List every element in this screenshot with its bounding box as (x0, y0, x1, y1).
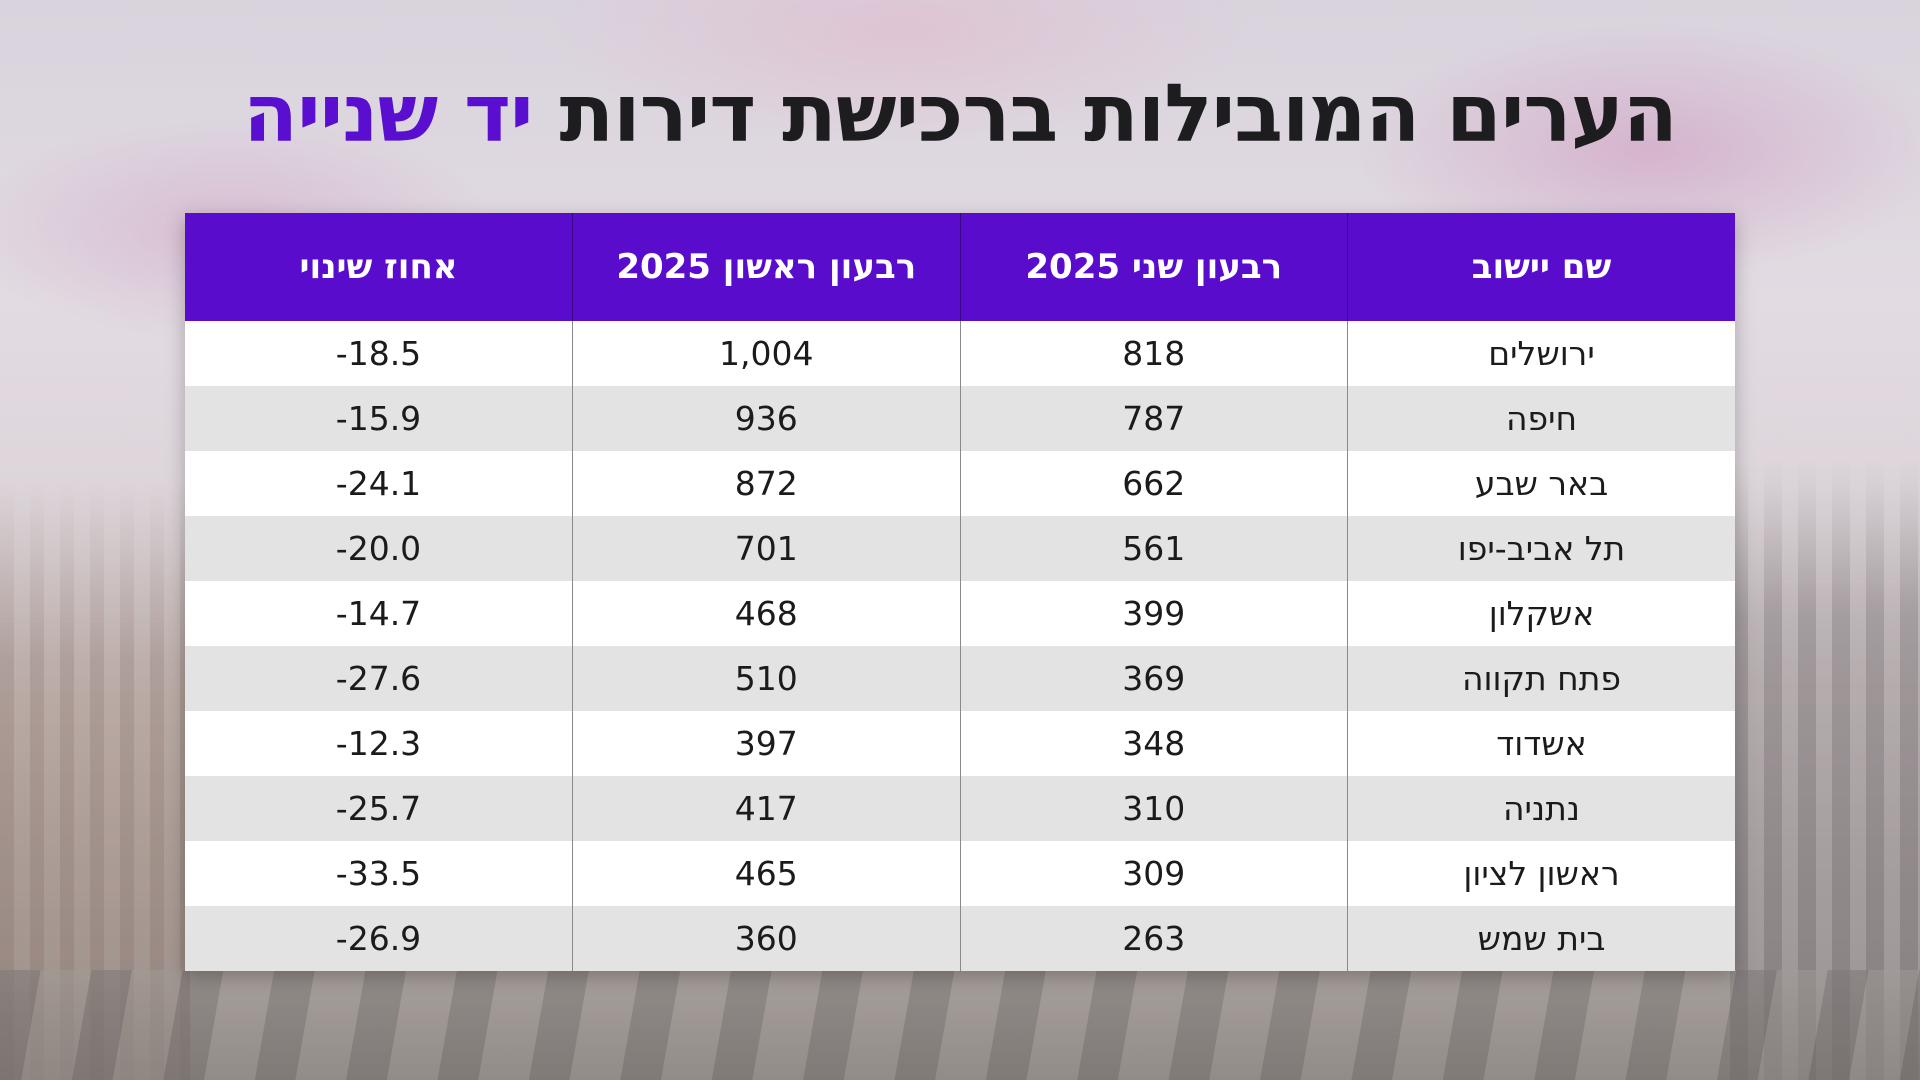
table-row: באר שבע 662 872 -24.1 (185, 451, 1735, 516)
table-header-row: שם יישוב רבעון שני 2025 רבעון ראשון 2025… (185, 213, 1735, 321)
data-table: שם יישוב רבעון שני 2025 רבעון ראשון 2025… (185, 213, 1735, 971)
cell-change: -20.0 (185, 516, 573, 581)
table-row: ירושלים 818 1,004 -18.5 (185, 321, 1735, 386)
title-main: הערים המובילות ברכישת דירות (559, 67, 1677, 160)
page-title: הערים המובילות ברכישת דירות יד שנייה (0, 66, 1920, 162)
table-row: בית שמש 263 360 -26.9 (185, 906, 1735, 971)
cell-q1: 936 (572, 386, 960, 451)
cell-q1: 701 (572, 516, 960, 581)
cell-change: -33.5 (185, 841, 573, 906)
cell-q2: 310 (959, 776, 1348, 841)
cell-q1: 360 (572, 906, 960, 971)
column-header-city: שם יישוב (1347, 213, 1735, 321)
cell-q2: 348 (959, 711, 1348, 776)
cell-change: -15.9 (185, 386, 573, 451)
table-row: פתח תקווה 369 510 -27.6 (185, 646, 1735, 711)
column-header-q1: רבעון ראשון 2025 (572, 213, 960, 321)
cell-change: -27.6 (185, 646, 573, 711)
data-table-container: שם יישוב רבעון שני 2025 רבעון ראשון 2025… (185, 213, 1735, 971)
cell-city: פתח תקווה (1347, 646, 1735, 711)
cell-q2: 818 (959, 321, 1348, 386)
column-header-change: אחוז שינוי (185, 213, 573, 321)
cell-city: בית שמש (1347, 906, 1735, 971)
cell-q2: 399 (959, 581, 1348, 646)
cell-city: אשקלון (1347, 581, 1735, 646)
cell-q2: 263 (959, 906, 1348, 971)
cell-city: תל אביב-יפו (1347, 516, 1735, 581)
cell-q2: 369 (959, 646, 1348, 711)
table-row: נתניה 310 417 -25.7 (185, 776, 1735, 841)
cell-change: -12.3 (185, 711, 573, 776)
cell-q1: 872 (572, 451, 960, 516)
cell-q1: 417 (572, 776, 960, 841)
cell-city: באר שבע (1347, 451, 1735, 516)
title-accent: יד שנייה (243, 67, 533, 160)
cell-q1: 1,004 (572, 321, 960, 386)
table-header: שם יישוב רבעון שני 2025 רבעון ראשון 2025… (185, 213, 1735, 321)
cell-change: -14.7 (185, 581, 573, 646)
cell-city: אשדוד (1347, 711, 1735, 776)
table-row: אשקלון 399 468 -14.7 (185, 581, 1735, 646)
cell-q2: 662 (959, 451, 1348, 516)
cell-change: -25.7 (185, 776, 573, 841)
table-row: חיפה 787 936 -15.9 (185, 386, 1735, 451)
cell-q1: 397 (572, 711, 960, 776)
cell-city: ירושלים (1347, 321, 1735, 386)
cell-q1: 510 (572, 646, 960, 711)
cell-q2: 787 (959, 386, 1348, 451)
table-row: תל אביב-יפו 561 701 -20.0 (185, 516, 1735, 581)
cell-change: -26.9 (185, 906, 573, 971)
cell-city: נתניה (1347, 776, 1735, 841)
table-row: אשדוד 348 397 -12.3 (185, 711, 1735, 776)
cell-change: -18.5 (185, 321, 573, 386)
cell-q2: 561 (959, 516, 1348, 581)
cell-q2: 309 (959, 841, 1348, 906)
table-body: ירושלים 818 1,004 -18.5 חיפה 787 936 -15… (185, 321, 1735, 971)
table-row: ראשון לציון 309 465 -33.5 (185, 841, 1735, 906)
cell-city: ראשון לציון (1347, 841, 1735, 906)
city-skyline-bottom (0, 970, 1920, 1080)
cell-city: חיפה (1347, 386, 1735, 451)
cell-q1: 468 (572, 581, 960, 646)
column-header-q2: רבעון שני 2025 (959, 213, 1348, 321)
cell-q1: 465 (572, 841, 960, 906)
cell-change: -24.1 (185, 451, 573, 516)
